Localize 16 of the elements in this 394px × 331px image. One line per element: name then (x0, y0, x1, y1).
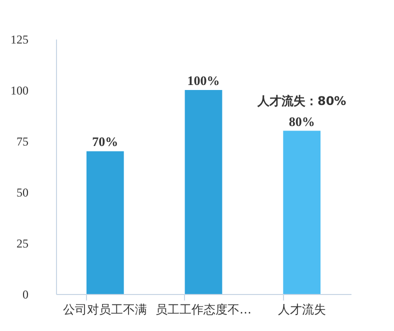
data-label: 100% (187, 73, 220, 88)
bar (283, 130, 321, 294)
annotation: 人才流失：80% (256, 94, 346, 108)
y-tick-label: 25 (16, 236, 28, 250)
y-tick-label: 0 (22, 288, 28, 302)
y-tick-label: 50 (16, 186, 28, 200)
y-tick-label: 100 (10, 84, 28, 98)
bar (184, 90, 222, 294)
x-tick-label: 公司对员工不满 (63, 302, 148, 316)
x-tick-label: 人才流失 (278, 302, 326, 316)
y-tick-label: 75 (16, 134, 28, 148)
data-label: 70% (92, 134, 118, 150)
x-tick-label: 员工工作态度不… (156, 302, 252, 316)
y-tick-label: 125 (10, 32, 28, 46)
bar (86, 151, 124, 294)
data-label: 80% (288, 114, 315, 129)
